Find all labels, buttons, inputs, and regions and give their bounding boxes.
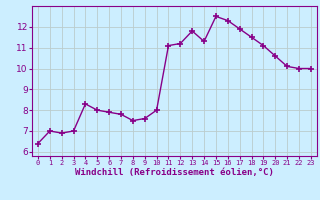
- X-axis label: Windchill (Refroidissement éolien,°C): Windchill (Refroidissement éolien,°C): [75, 168, 274, 177]
